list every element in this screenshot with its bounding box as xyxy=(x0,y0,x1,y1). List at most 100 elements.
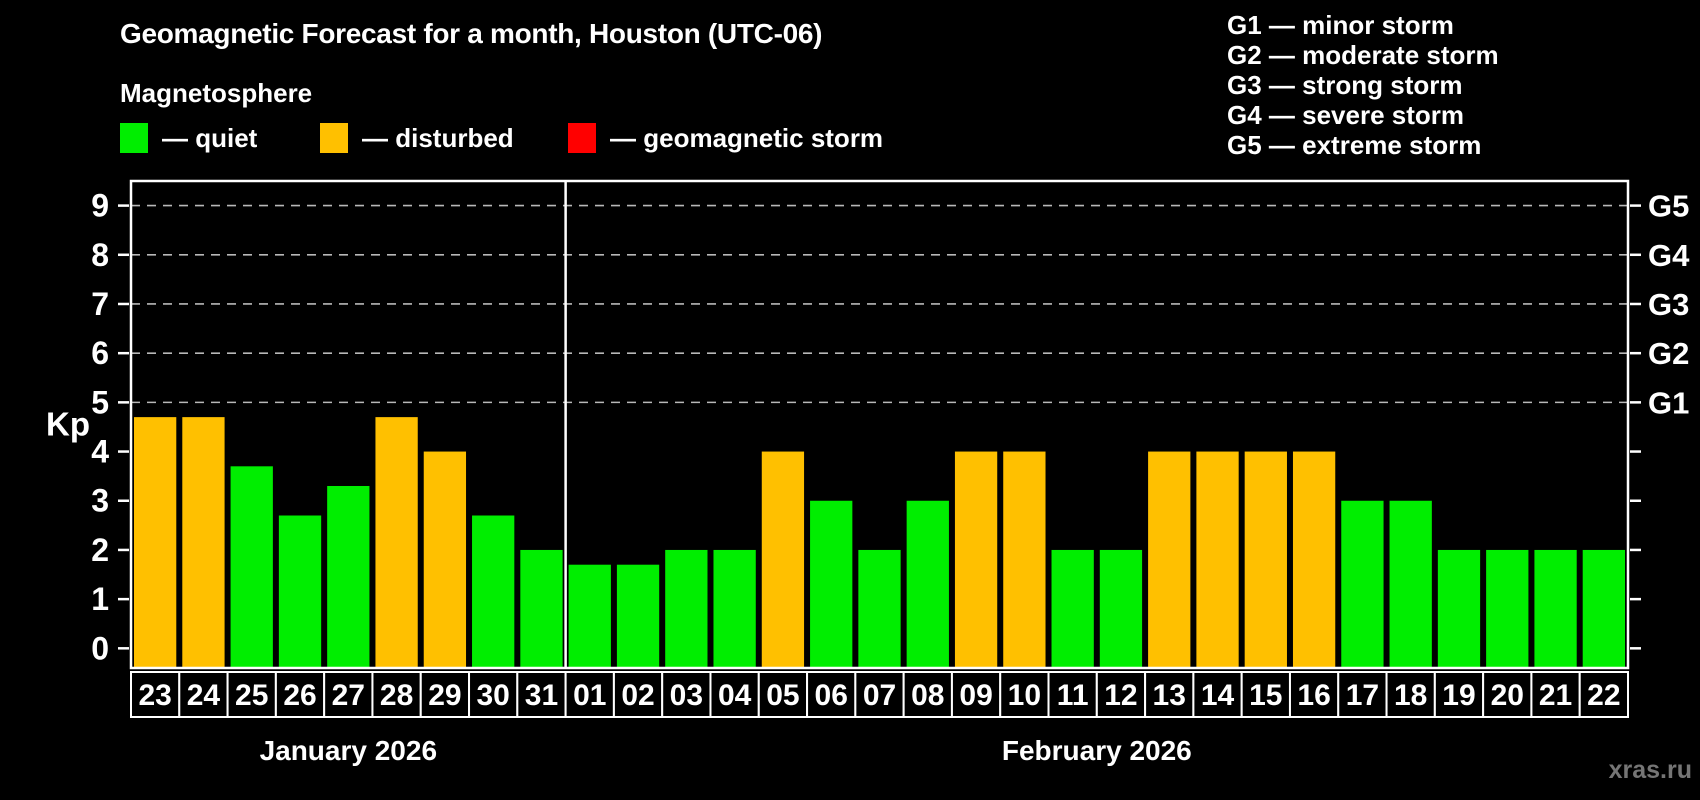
kp-bar-09 xyxy=(954,451,998,667)
kp-bar-24 xyxy=(182,417,225,667)
date-cell-20 xyxy=(1482,671,1533,718)
date-label-14: 14 xyxy=(1201,679,1235,712)
date-label-12: 12 xyxy=(1104,679,1137,712)
date-label-05: 05 xyxy=(766,679,799,712)
date-label-16: 16 xyxy=(1297,679,1330,712)
g-axis-label-g4: G4 xyxy=(1648,238,1690,273)
g-scale-legend-g3: G3 — strong storm xyxy=(1227,70,1463,100)
kp-bar-18 xyxy=(1389,500,1432,667)
kp-axis-title: Kp xyxy=(46,406,90,443)
date-label-22: 22 xyxy=(1587,679,1620,712)
kp-bar-01 xyxy=(568,564,611,667)
date-label-30: 30 xyxy=(476,679,509,712)
legend-item-quiet: — quiet xyxy=(120,122,257,154)
kp-bar-17 xyxy=(1341,500,1384,667)
date-label-20: 20 xyxy=(1491,679,1524,712)
kp-bar-22 xyxy=(1582,549,1625,667)
date-cell-01 xyxy=(564,671,615,718)
kp-bar-06 xyxy=(810,500,853,667)
kp-bar-10 xyxy=(1003,451,1046,667)
date-label-25: 25 xyxy=(235,679,268,712)
g-scale-legend-g5: G5 — extreme storm xyxy=(1227,130,1482,160)
y-axis-label-9: 9 xyxy=(91,188,109,224)
date-label-15: 15 xyxy=(1249,679,1282,712)
date-label-02: 02 xyxy=(621,679,654,712)
y-axis-label-7: 7 xyxy=(91,286,109,322)
kp-bar-16 xyxy=(1292,451,1336,667)
y-axis-label-6: 6 xyxy=(91,335,109,371)
kp-bar-30 xyxy=(472,515,515,667)
kp-bar-31 xyxy=(520,549,563,667)
g-scale-legend-g1: G1 — minor storm xyxy=(1227,10,1454,40)
kp-bar-28 xyxy=(375,417,418,667)
date-label-18: 18 xyxy=(1394,679,1427,712)
xras-watermark: xras.ru xyxy=(1608,756,1692,784)
quiet-color-swatch xyxy=(120,123,148,153)
y-axis-label-4: 4 xyxy=(91,434,109,470)
legend-label-storm: — geomagnetic storm xyxy=(610,122,884,153)
kp-bar-07 xyxy=(858,549,901,667)
date-label-03: 03 xyxy=(670,679,703,712)
date-label-24: 24 xyxy=(187,679,221,712)
date-label-09: 09 xyxy=(959,679,992,712)
y-axis-label-5: 5 xyxy=(91,384,109,420)
kp-bar-03 xyxy=(665,549,708,667)
kp-bar-02 xyxy=(616,564,660,667)
legend-item-disturbed: — disturbed xyxy=(320,122,514,154)
kp-bar-26 xyxy=(278,515,322,667)
date-cell-30 xyxy=(468,671,519,718)
storm-color-swatch xyxy=(568,123,596,153)
kp-bar-13 xyxy=(1148,451,1191,667)
kp-bar-05 xyxy=(761,451,805,667)
date-label-11: 11 xyxy=(1057,679,1089,712)
date-label-31: 31 xyxy=(525,679,558,712)
g-axis-label-g2: G2 xyxy=(1648,336,1689,371)
date-cell-08 xyxy=(902,671,953,718)
date-label-29: 29 xyxy=(428,679,461,712)
kp-bar-08 xyxy=(906,500,949,667)
date-label-10: 10 xyxy=(1008,679,1041,712)
kp-bar-04 xyxy=(713,549,756,667)
date-label-26: 26 xyxy=(283,679,316,712)
month-label-1: February 2026 xyxy=(1002,735,1192,766)
g-scale-legend-g2: G2 — moderate storm xyxy=(1227,40,1499,70)
legend-label-quiet: — quiet xyxy=(162,122,258,153)
kp-bar-20 xyxy=(1486,549,1529,667)
legend-item-storm: — geomagnetic storm xyxy=(568,122,883,154)
y-axis-label-1: 1 xyxy=(91,581,109,617)
kp-bar-12 xyxy=(1099,549,1143,667)
y-axis-label-0: 0 xyxy=(91,630,109,666)
y-axis-label-2: 2 xyxy=(91,532,109,568)
date-cell-28 xyxy=(371,671,422,718)
g-axis-label-g3: G3 xyxy=(1648,287,1689,322)
date-cell-07 xyxy=(854,671,905,718)
page-title: Geomagnetic Forecast for a month, Housto… xyxy=(120,18,823,49)
kp-bar-29 xyxy=(423,451,467,667)
date-label-28: 28 xyxy=(380,679,413,712)
date-cell-25 xyxy=(226,671,277,718)
month-label-0: January 2026 xyxy=(260,735,437,766)
magnetosphere-label: Magnetosphere xyxy=(120,78,313,108)
disturbed-color-swatch xyxy=(320,123,348,153)
date-cell-04 xyxy=(709,671,760,718)
y-axis-label-3: 3 xyxy=(91,483,109,519)
kp-bar-14 xyxy=(1196,451,1239,667)
kp-bar-23 xyxy=(134,417,177,667)
g-axis-label-g5: G5 xyxy=(1648,189,1689,224)
g-axis-label-g1: G1 xyxy=(1648,385,1689,420)
kp-bar-25 xyxy=(230,466,273,667)
g-scale-legend-g4: G4 — severe storm xyxy=(1227,100,1465,130)
date-label-01: 01 xyxy=(573,679,606,712)
date-cell-31 xyxy=(516,671,567,718)
kp-bar-15 xyxy=(1244,451,1287,667)
date-label-21: 21 xyxy=(1539,679,1572,712)
date-cell-22 xyxy=(1578,671,1630,718)
plot-border xyxy=(129,179,1630,670)
date-label-06: 06 xyxy=(815,679,848,712)
legend-label-disturbed: — disturbed xyxy=(362,122,514,153)
date-cell-13 xyxy=(1144,671,1195,718)
date-cell-16 xyxy=(1288,671,1340,718)
date-label-07: 07 xyxy=(863,679,896,712)
